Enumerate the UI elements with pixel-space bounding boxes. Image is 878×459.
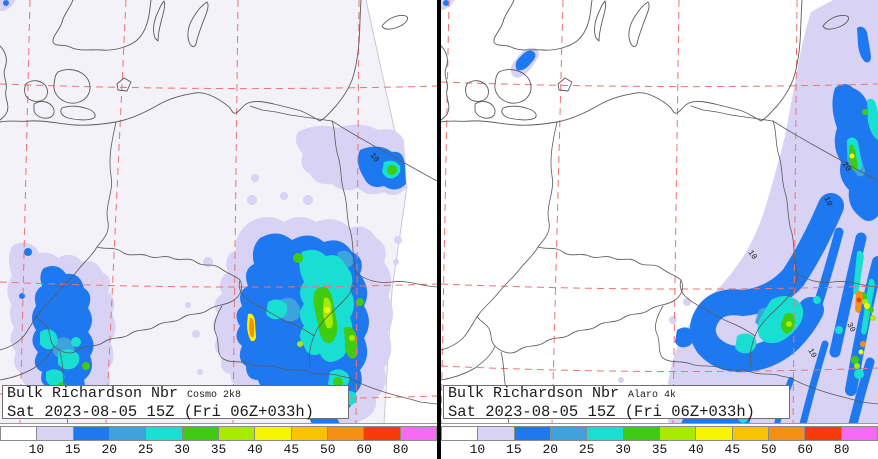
colorbar-tick: 60 — [797, 442, 813, 457]
colorbar-tick: 30 — [174, 442, 190, 457]
colorbar-segment — [72, 427, 109, 440]
colorbar-segment — [658, 427, 696, 440]
colorbar-segment — [513, 427, 550, 440]
cosmo-title: Bulk Richardson Nbr — [7, 385, 179, 402]
colorbar-segment — [695, 427, 732, 440]
cosmo-title-box: Bulk Richardson Nbr Cosmo 2k8 Sat 2023-08… — [2, 385, 349, 421]
alaro-valid-time: Sat 2023-08-05 15Z (Fri 06Z+033h) — [448, 403, 755, 421]
colorbar-segment — [254, 427, 291, 440]
alaro-colorbar-zone: 10 15 20 25 30 35 40 45 50 60 80 — [441, 424, 878, 459]
map-cosmo-svg: 10 10 — [0, 0, 437, 424]
contour-label: 30 — [844, 321, 857, 334]
colorbar-tick: 50 — [760, 442, 777, 457]
alaro-model-name: Alaro 4k — [628, 390, 677, 401]
panel-alaro: 20 10 10 30 10 10 Bulk Richardson Nbr Ala… — [441, 0, 878, 459]
colorbar-tick: 25 — [578, 442, 595, 457]
colorbar-segment — [549, 427, 587, 440]
colorbar-segment — [181, 427, 218, 440]
colorbar-segment — [0, 427, 37, 440]
cosmo-colorbar — [0, 426, 437, 441]
colorbar-segment — [108, 427, 146, 440]
colorbar-segment — [804, 427, 841, 440]
cosmo-valid-time: Sat 2023-08-05 15Z (Fri 06Z+033h) — [7, 403, 314, 421]
colorbar-tick: 45 — [724, 442, 741, 457]
colorbar-tick: 40 — [247, 442, 263, 457]
colorbar-segment — [586, 427, 623, 440]
colorbar-segment — [622, 427, 659, 440]
cosmo-model-name: Cosmo 2k8 — [187, 390, 242, 401]
colorbar-segment — [217, 427, 255, 440]
colorbar-segment — [145, 427, 182, 440]
colorbar-segment — [477, 427, 514, 440]
colorbar-segment — [363, 427, 400, 440]
colorbar-tick: 20 — [101, 442, 118, 457]
cosmo-colorbar-zone: 10 15 20 25 30 35 40 45 50 60 80 — [0, 424, 437, 459]
alaro-latlon-grid — [441, 0, 878, 424]
colorbar-tick: 30 — [615, 442, 631, 457]
map-alaro-svg: 20 10 10 30 10 10 — [441, 0, 878, 424]
colorbar-tick: 45 — [283, 442, 300, 457]
panel-divider — [437, 0, 441, 459]
colorbar-tick: 10 — [469, 442, 486, 457]
alaro-title: Bulk Richardson Nbr — [448, 385, 620, 402]
alaro-brn-field — [441, 0, 878, 424]
alaro-title-box: Bulk Richardson Nbr Alaro 4k Sat 2023-08-… — [443, 385, 790, 421]
colorbar-tick: 25 — [137, 442, 154, 457]
colorbar-segment — [731, 427, 768, 440]
colorbar-tick: 40 — [688, 442, 704, 457]
colorbar-tick: 60 — [356, 442, 372, 457]
colorbar-segment — [326, 427, 364, 440]
contour-label: 10 — [805, 347, 818, 360]
colorbar-segment — [840, 427, 878, 440]
alaro-colorbar — [441, 426, 878, 441]
colorbar-tick: 50 — [319, 442, 336, 457]
contour-label: 10 — [821, 195, 834, 208]
colorbar-segment — [36, 427, 73, 440]
colorbar-tick: 10 — [28, 442, 45, 457]
panel-cosmo: 10 10 Bulk Richardson Nbr Cosmo 2k8 Sat 2… — [0, 0, 437, 459]
colorbar-tick: 35 — [210, 442, 227, 457]
colorbar-tick: 15 — [506, 442, 522, 457]
colorbar-segment — [290, 427, 327, 440]
colorbar-segment — [441, 427, 478, 440]
colorbar-segment — [399, 427, 437, 440]
alaro-colorbar-ticks: 10 15 20 25 30 35 40 45 50 60 80 — [441, 442, 878, 458]
colorbar-tick: 20 — [542, 442, 559, 457]
map-alaro: 20 10 10 30 10 10 — [441, 0, 878, 424]
colorbar-tick: 35 — [651, 442, 668, 457]
cosmo-colorbar-ticks: 10 15 20 25 30 35 40 45 50 60 80 — [0, 442, 437, 458]
cosmo-brn-field — [0, 0, 407, 424]
colorbar-tick: 80 — [833, 442, 850, 457]
colorbar-tick: 80 — [392, 442, 409, 457]
colorbar-segment — [767, 427, 805, 440]
colorbar-tick: 15 — [65, 442, 81, 457]
map-cosmo: 10 10 — [0, 0, 437, 424]
